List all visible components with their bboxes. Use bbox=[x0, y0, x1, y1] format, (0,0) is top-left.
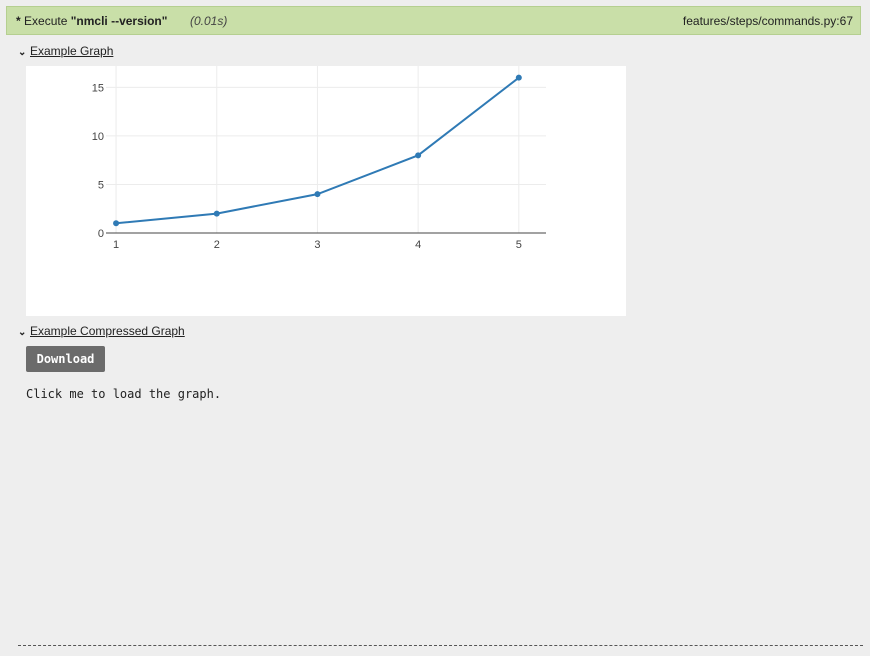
line-chart: 0 5 10 15 1 2 3 4 5 bbox=[92, 66, 546, 251]
example-compressed-graph-toggle[interactable]: ⌄ Example Compressed Graph bbox=[18, 324, 185, 338]
example-compressed-graph-title: Example Compressed Graph bbox=[30, 324, 185, 338]
step-location: features/steps/commands.py:67 bbox=[682, 14, 853, 28]
step-description: * Execute "nmcli --version" bbox=[16, 14, 167, 28]
chevron-down-icon: ⌄ bbox=[18, 47, 27, 58]
download-button[interactable]: Download bbox=[26, 346, 105, 372]
load-graph-hint[interactable]: Click me to load the graph. bbox=[26, 387, 222, 401]
example-graph-chart: 0 5 10 15 1 2 3 4 5 bbox=[26, 66, 626, 316]
data-point bbox=[415, 152, 422, 159]
y-tick-label: 10 bbox=[92, 131, 104, 143]
example-graph-toggle[interactable]: ⌄ Example Graph bbox=[18, 44, 113, 58]
data-point bbox=[314, 191, 321, 198]
divider bbox=[18, 645, 863, 646]
data-point bbox=[213, 210, 220, 217]
step-marker: * bbox=[16, 14, 21, 28]
step-header: * Execute "nmcli --version" (0.01s) feat… bbox=[6, 6, 861, 35]
x-tick-label: 3 bbox=[314, 239, 320, 251]
y-tick-label: 0 bbox=[98, 228, 104, 240]
y-tick-label: 15 bbox=[92, 82, 104, 94]
x-tick-label: 2 bbox=[214, 239, 220, 251]
x-tick-label: 4 bbox=[415, 239, 421, 251]
step-keyword: Execute bbox=[24, 14, 68, 28]
step-command: "nmcli --version" bbox=[70, 14, 168, 28]
data-point bbox=[113, 220, 120, 227]
step-duration: (0.01s) bbox=[190, 14, 228, 28]
example-graph-title: Example Graph bbox=[30, 44, 114, 58]
chevron-down-icon: ⌄ bbox=[18, 327, 27, 338]
data-point bbox=[515, 74, 522, 81]
y-tick-label: 5 bbox=[98, 179, 104, 191]
x-tick-label: 5 bbox=[516, 239, 522, 251]
x-tick-label: 1 bbox=[113, 239, 119, 251]
